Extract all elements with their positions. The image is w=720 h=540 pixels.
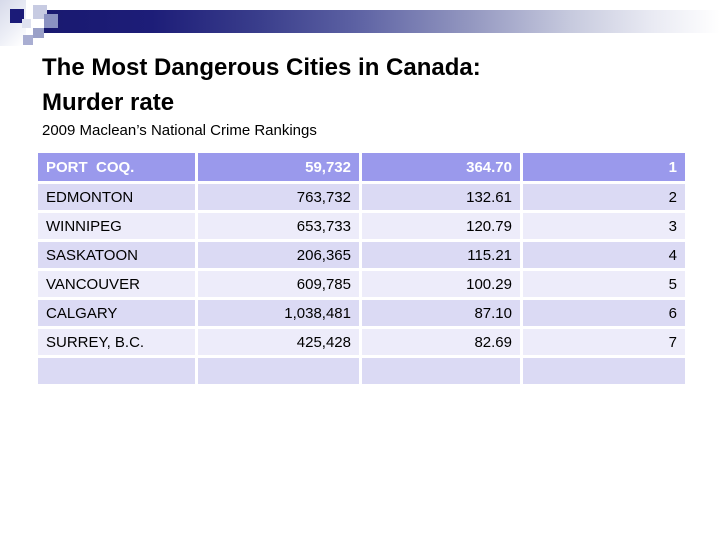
cell-rank (523, 358, 685, 384)
cell-population: 59,732 (198, 153, 359, 181)
decor-pixel-square-icon (33, 5, 47, 19)
table-row-empty (38, 358, 685, 384)
cell-murder-rate: 87.10 (362, 300, 520, 326)
slide-title: The Most Dangerous Cities in Canada: Mur… (42, 50, 481, 120)
cell-city: PORT COQ. (38, 153, 195, 181)
table-row: EDMONTON 763,732 132.61 2 (38, 184, 685, 210)
cell-population: 1,038,481 (198, 300, 359, 326)
cell-population: 763,732 (198, 184, 359, 210)
cell-city: CALGARY (38, 300, 195, 326)
table-row: VANCOUVER 609,785 100.29 5 (38, 271, 685, 297)
decor-pixel-square-icon (10, 9, 24, 23)
cell-murder-rate: 132.61 (362, 184, 520, 210)
cell-city: SASKATOON (38, 242, 195, 268)
decor-left-gradient-band (0, 0, 26, 46)
cell-rank: 6 (523, 300, 685, 326)
cell-murder-rate: 364.70 (362, 153, 520, 181)
table-row: SURREY, B.C. 425,428 82.69 7 (38, 329, 685, 355)
cell-population: 206,365 (198, 242, 359, 268)
cell-rank: 3 (523, 213, 685, 239)
slide-title-line1: The Most Dangerous Cities in Canada: (42, 54, 481, 81)
cell-population: 425,428 (198, 329, 359, 355)
cell-city: VANCOUVER (38, 271, 195, 297)
slide-title-line2: Murder rate (42, 89, 175, 116)
cell-murder-rate: 82.69 (362, 329, 520, 355)
cell-rank: 7 (523, 329, 685, 355)
cell-population: 609,785 (198, 271, 359, 297)
cell-city (38, 358, 195, 384)
cell-murder-rate (362, 358, 520, 384)
cell-rank: 2 (523, 184, 685, 210)
cell-population (198, 358, 359, 384)
cell-murder-rate: 100.29 (362, 271, 520, 297)
cell-rank: 5 (523, 271, 685, 297)
cell-city: EDMONTON (38, 184, 195, 210)
decor-gradient-bar (44, 10, 720, 33)
cell-city: WINNIPEG (38, 213, 195, 239)
cell-murder-rate: 115.21 (362, 242, 520, 268)
table-row: WINNIPEG 653,733 120.79 3 (38, 213, 685, 239)
table-row: CALGARY 1,038,481 87.10 6 (38, 300, 685, 326)
cell-population: 653,733 (198, 213, 359, 239)
cell-city: SURREY, B.C. (38, 329, 195, 355)
slide-subtitle: 2009 Maclean’s National Crime Rankings (42, 122, 317, 139)
cell-murder-rate: 120.79 (362, 213, 520, 239)
cell-rank: 1 (523, 153, 685, 181)
decor-pixel-square-icon (22, 19, 31, 28)
decor-pixel-square-icon (33, 28, 44, 38)
decor-pixel-square-icon (44, 14, 58, 28)
decor-pixel-square-icon (23, 35, 33, 45)
rankings-table: PORT COQ. 59,732 364.70 1 EDMONTON 763,7… (35, 150, 688, 387)
cell-rank: 4 (523, 242, 685, 268)
table-row-header: PORT COQ. 59,732 364.70 1 (38, 153, 685, 181)
table-row: SASKATOON 206,365 115.21 4 (38, 242, 685, 268)
